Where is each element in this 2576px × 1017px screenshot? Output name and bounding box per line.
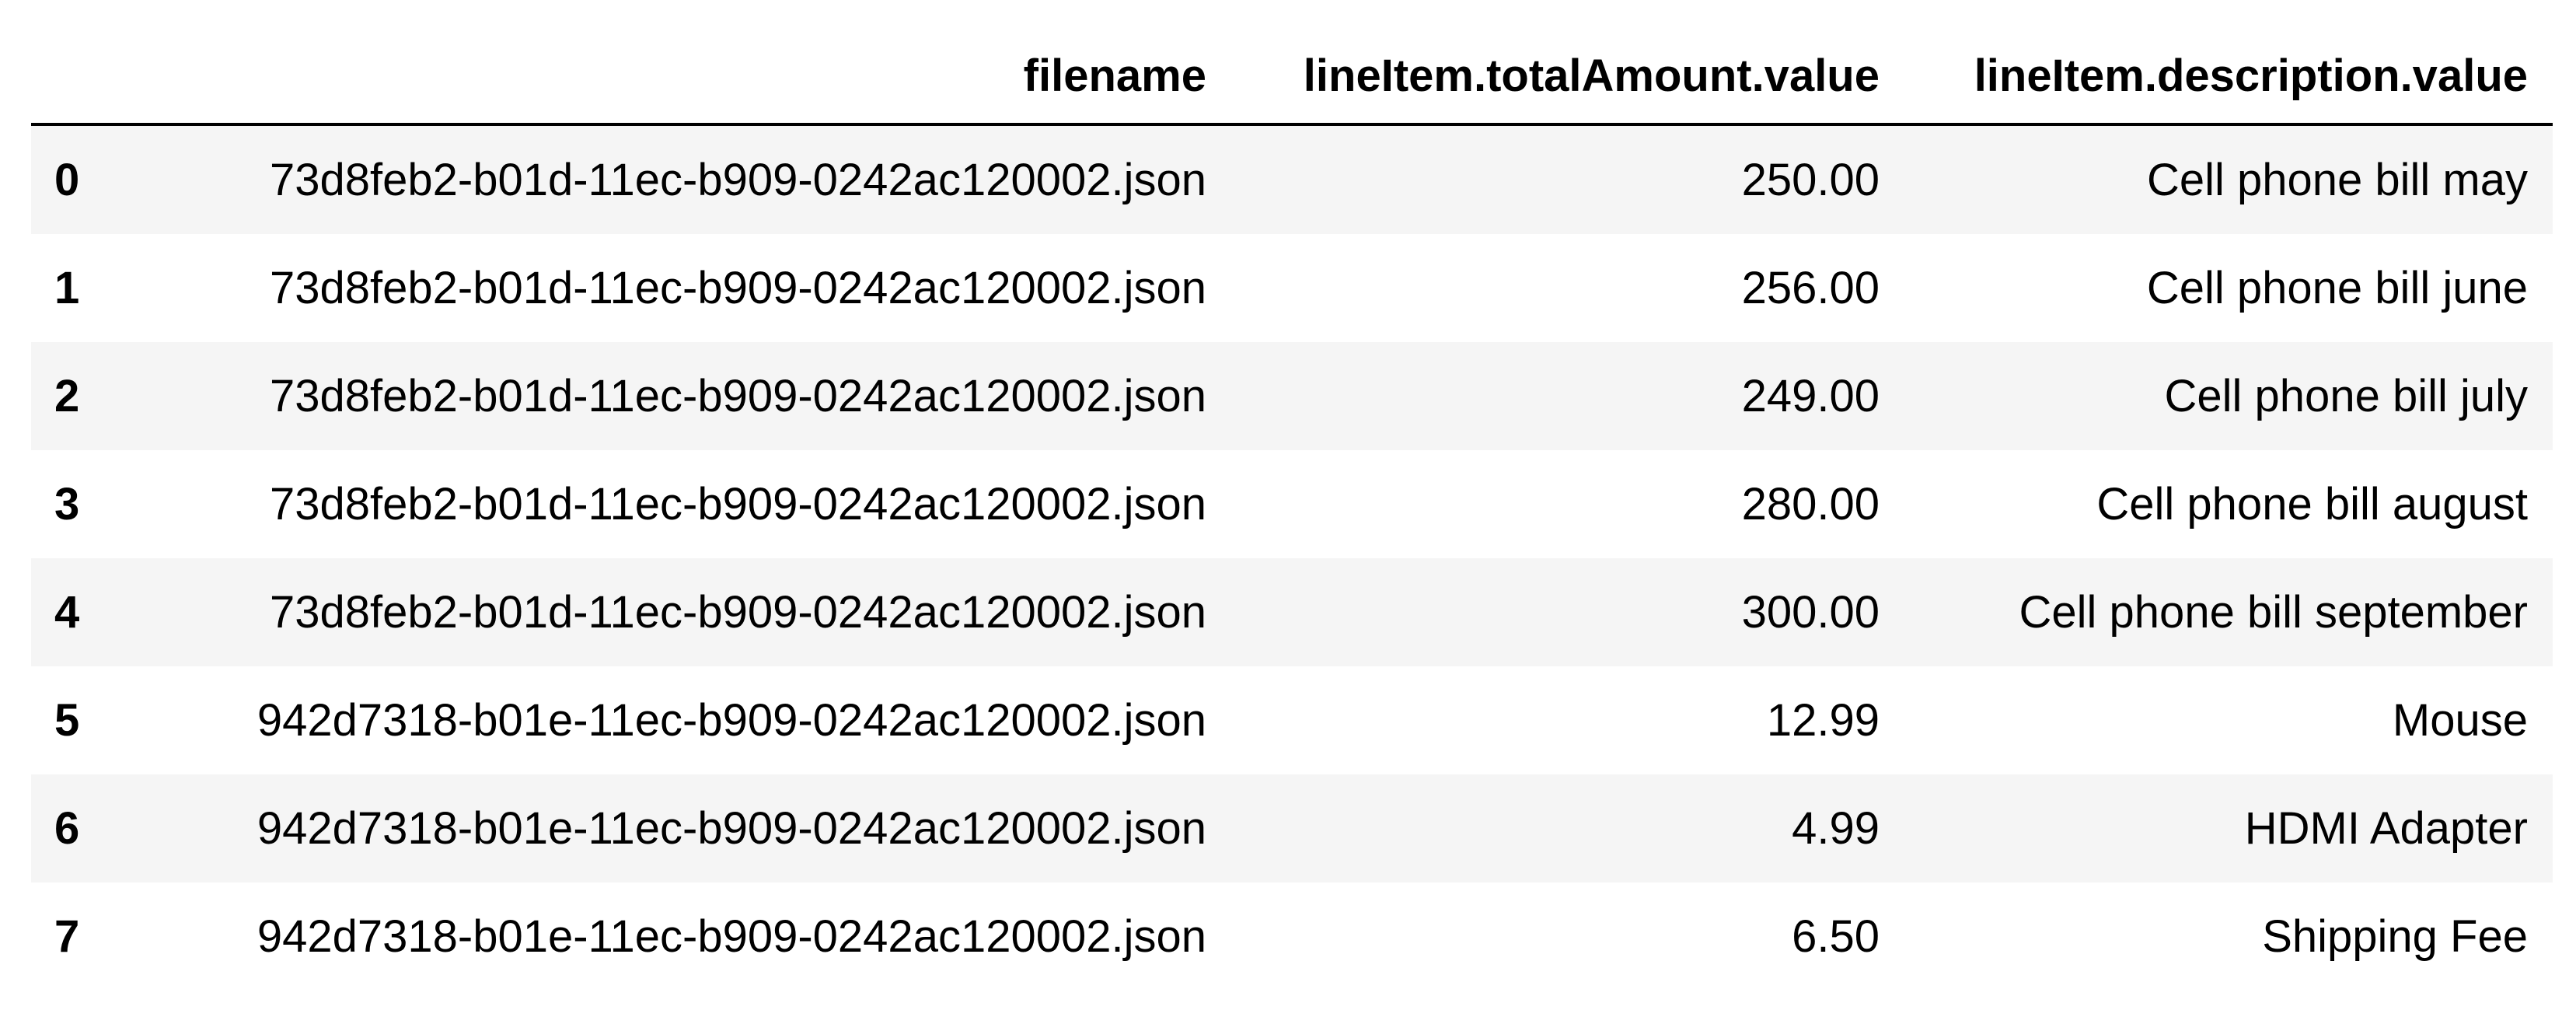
table-row: 6 942d7318-b01e-11ec-b909-0242ac120002.j… <box>31 774 2553 882</box>
cell-description: Shipping Fee <box>2262 911 2528 962</box>
cell-total-amount: 6.50 <box>1792 911 1880 962</box>
column-header-description: lineItem.description.value <box>1904 28 2553 126</box>
cell-total-amount: 4.99 <box>1792 803 1880 854</box>
row-index: 2 <box>54 371 80 421</box>
table-row: 7 942d7318-b01e-11ec-b909-0242ac120002.j… <box>31 882 2553 991</box>
cell-filename: 73d8feb2-b01d-11ec-b909-0242ac120002.jso… <box>269 479 1206 529</box>
cell-description: Mouse <box>2392 695 2528 746</box>
table-row: 3 73d8feb2-b01d-11ec-b909-0242ac120002.j… <box>31 450 2553 558</box>
cell-description: Cell phone bill september <box>2019 587 2528 638</box>
cell-filename: 942d7318-b01e-11ec-b909-0242ac120002.jso… <box>257 803 1206 854</box>
cell-filename: 73d8feb2-b01d-11ec-b909-0242ac120002.jso… <box>269 263 1206 313</box>
row-index: 0 <box>54 155 80 205</box>
cell-total-amount: 250.00 <box>1741 155 1880 205</box>
cell-filename: 942d7318-b01e-11ec-b909-0242ac120002.jso… <box>257 695 1206 746</box>
cell-filename: 942d7318-b01e-11ec-b909-0242ac120002.jso… <box>257 911 1206 962</box>
table-row: 5 942d7318-b01e-11ec-b909-0242ac120002.j… <box>31 666 2553 774</box>
cell-description: Cell phone bill june <box>2146 263 2528 313</box>
cell-filename: 73d8feb2-b01d-11ec-b909-0242ac120002.jso… <box>269 155 1206 205</box>
table-row: 2 73d8feb2-b01d-11ec-b909-0242ac120002.j… <box>31 342 2553 450</box>
cell-total-amount: 256.00 <box>1741 263 1880 313</box>
header-row: filename lineItem.totalAmount.value line… <box>31 28 2553 126</box>
cell-total-amount: 300.00 <box>1741 587 1880 638</box>
table-row: 0 73d8feb2-b01d-11ec-b909-0242ac120002.j… <box>31 124 2553 234</box>
cell-filename: 73d8feb2-b01d-11ec-b909-0242ac120002.jso… <box>269 587 1206 638</box>
table-row: 1 73d8feb2-b01d-11ec-b909-0242ac120002.j… <box>31 234 2553 342</box>
cell-description: Cell phone bill july <box>2164 371 2528 421</box>
row-index: 7 <box>54 911 80 962</box>
column-header-total-amount: lineItem.totalAmount.value <box>1231 28 1904 126</box>
cell-description: HDMI Adapter <box>2244 803 2528 854</box>
dataframe-table: filename lineItem.totalAmount.value line… <box>31 28 2553 991</box>
column-header-filename: filename <box>123 28 1231 126</box>
cell-filename: 73d8feb2-b01d-11ec-b909-0242ac120002.jso… <box>269 371 1206 421</box>
cell-description: Cell phone bill august <box>2096 479 2528 529</box>
cell-total-amount: 249.00 <box>1741 371 1880 421</box>
row-index: 3 <box>54 479 80 529</box>
row-index: 1 <box>54 263 80 313</box>
table-row: 4 73d8feb2-b01d-11ec-b909-0242ac120002.j… <box>31 558 2553 666</box>
row-index: 4 <box>54 587 80 638</box>
index-column-header <box>31 28 123 126</box>
dataframe-output: filename lineItem.totalAmount.value line… <box>31 28 2553 991</box>
table-body: 0 73d8feb2-b01d-11ec-b909-0242ac120002.j… <box>31 124 2553 991</box>
cell-total-amount: 280.00 <box>1741 479 1880 529</box>
row-index: 5 <box>54 695 80 746</box>
cell-description: Cell phone bill may <box>2146 155 2528 205</box>
table-header: filename lineItem.totalAmount.value line… <box>31 28 2553 126</box>
row-index: 6 <box>54 803 80 854</box>
cell-total-amount: 12.99 <box>1766 695 1880 746</box>
